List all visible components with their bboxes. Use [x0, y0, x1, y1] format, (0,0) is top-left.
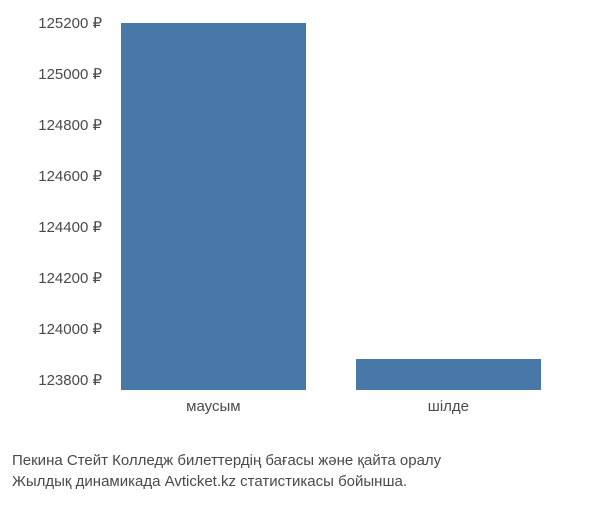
y-tick-label: 125200 ₽	[38, 14, 102, 32]
y-tick-label: 124800 ₽	[38, 116, 102, 134]
y-tick-label: 124200 ₽	[38, 269, 102, 287]
plot-area	[110, 10, 580, 390]
y-tick-label: 125000 ₽	[38, 65, 102, 83]
y-axis: 123800 ₽ 124000 ₽ 124200 ₽ 124400 ₽ 124600 ₽…	[10, 10, 110, 390]
bar	[356, 359, 541, 390]
x-tick-label: шілде	[428, 398, 469, 415]
bar	[121, 23, 306, 390]
caption-line-1: Пекина Стейт Колледж билеттердің бағасы …	[12, 450, 441, 471]
y-tick-label: 124000 ₽	[38, 320, 102, 338]
y-tick-label: 124400 ₽	[38, 218, 102, 236]
y-tick-label: 124600 ₽	[38, 167, 102, 185]
caption-line-2: Жылдық динамикада Avticket.kz статистика…	[12, 471, 441, 492]
chart-container: 123800 ₽ 124000 ₽ 124200 ₽ 124400 ₽ 124600 ₽…	[10, 10, 590, 430]
chart-caption: Пекина Стейт Колледж билеттердің бағасы …	[12, 450, 441, 492]
x-axis: маусым шілде	[110, 398, 580, 428]
x-tick-label: маусым	[186, 398, 240, 415]
y-tick-label: 123800 ₽	[38, 371, 102, 389]
